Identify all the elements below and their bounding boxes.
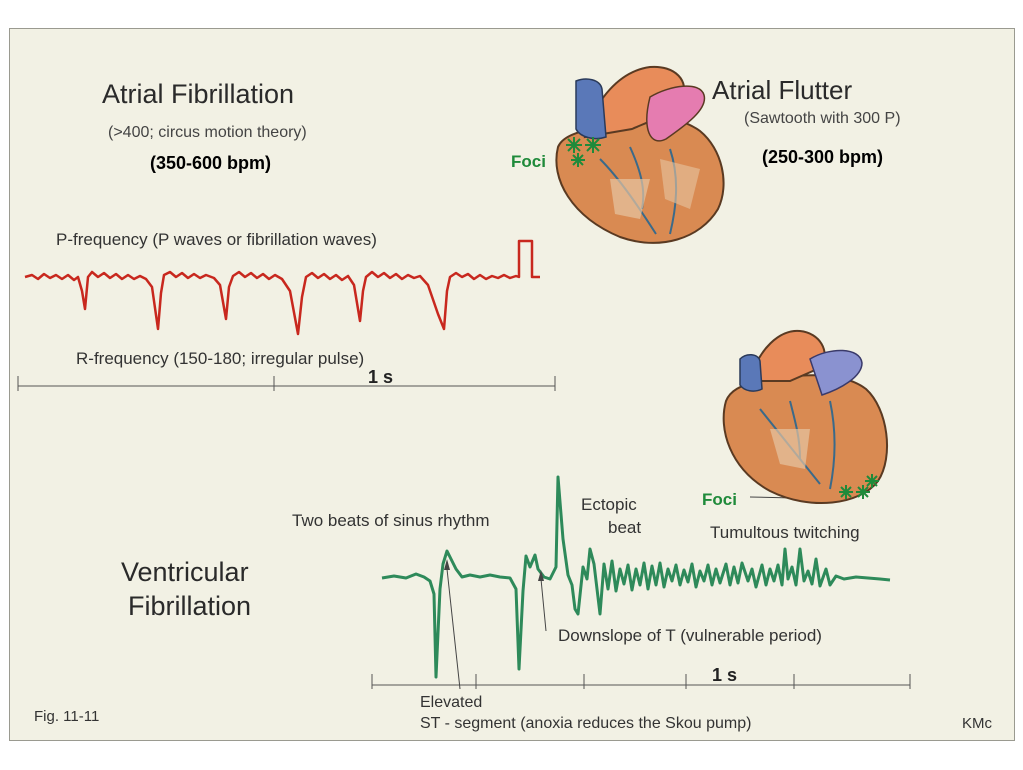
aflutter-title: Atrial Flutter: [712, 75, 853, 105]
af-r-frequency-label: R-frequency (150-180; irregular pulse): [76, 349, 365, 368]
foci-stars-top: [566, 137, 601, 167]
af-time-axis: [17, 376, 556, 391]
downslope-arrowhead: [538, 570, 544, 581]
vf-ectopic-label-line1: Ectopic: [581, 495, 637, 514]
vf-st-segment-label: ST - segment (anoxia reduces the Skou pu…: [420, 715, 752, 732]
vf-foci-label: Foci: [702, 490, 737, 509]
heart-illustration-bottom: [722, 329, 889, 505]
aflutter-subtitle: (Sawtooth with 300 P): [744, 110, 901, 127]
vf-downslope-label: Downslope of T (vulnerable period): [558, 626, 822, 645]
af-scale-label: 1 s: [368, 367, 394, 387]
author-credit: KMc: [962, 715, 992, 732]
illustration-canvas: [17, 65, 911, 690]
vf-ecg-trace: [381, 475, 891, 679]
af-title: Atrial Fibrillation: [102, 79, 295, 109]
vf-time-axis: [371, 674, 911, 689]
vf-elevated-label: Elevated: [420, 694, 483, 711]
af-ecg-trace: [24, 239, 540, 336]
vf-sinus-label: Two beats of sinus rhythm: [292, 511, 490, 530]
vf-arrowhead: [444, 559, 450, 570]
vf-ectopic-label-line2: beat: [608, 518, 642, 537]
foci-stars-bottom: [839, 474, 879, 499]
af-p-frequency-label: P-frequency (P waves or fibrillation wav…: [56, 230, 377, 249]
figure-number: Fig. 11-11: [34, 708, 100, 725]
slide-panel: Atrial Fibrillation (>400; circus motion…: [9, 28, 1015, 741]
vf-title-line2: Fibrillation: [128, 591, 252, 621]
vf-title-line1: Ventricular: [121, 557, 249, 587]
vf-scale-label: 1 s: [712, 665, 738, 685]
aflutter-foci-label: Foci: [511, 152, 546, 171]
af-subtitle: (>400; circus motion theory): [108, 124, 307, 141]
af-bpm: (350-600 bpm): [150, 153, 272, 173]
aflutter-bpm: (250-300 bpm): [762, 147, 884, 167]
heart-illustration-top: [555, 65, 725, 244]
vf-twitching-label: Tumultous twitching: [710, 523, 860, 542]
